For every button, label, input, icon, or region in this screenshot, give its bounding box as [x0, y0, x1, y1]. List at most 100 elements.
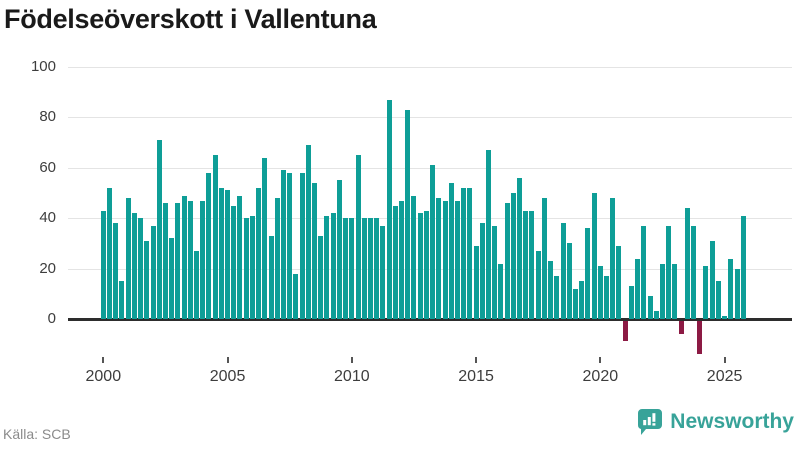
bar	[181, 195, 187, 319]
bar	[417, 213, 423, 319]
bar	[336, 180, 342, 319]
bar	[467, 187, 473, 319]
logo-bar-medium	[648, 417, 652, 426]
y-axis-label: 20	[39, 259, 56, 277]
bar	[107, 187, 112, 319]
bar	[187, 200, 193, 319]
y-axis-label: 60	[39, 158, 56, 176]
bar	[411, 195, 417, 319]
source-label: Källa: SCB	[3, 426, 71, 442]
bar	[399, 200, 405, 319]
logo-exclamation-stem	[652, 413, 656, 422]
gridline-y-40	[68, 218, 792, 220]
bar	[150, 225, 156, 319]
zero-axis-line	[68, 318, 792, 321]
bar	[100, 210, 106, 319]
bar	[193, 250, 199, 319]
bar	[355, 155, 361, 319]
bar	[678, 321, 684, 334]
logo-bar-small	[643, 420, 647, 426]
bar	[113, 223, 119, 319]
bar	[436, 198, 442, 319]
bar	[653, 311, 659, 319]
bar	[386, 99, 392, 319]
bar	[200, 200, 206, 319]
bar	[709, 240, 715, 319]
bar	[237, 195, 243, 319]
bar	[212, 155, 218, 319]
bar	[523, 210, 529, 319]
bar	[691, 225, 697, 319]
bar	[635, 258, 641, 319]
bar	[430, 165, 436, 319]
bar	[672, 263, 678, 319]
x-axis-label: 2015	[458, 368, 494, 385]
bar	[684, 208, 690, 319]
x-axis-label: 2010	[334, 368, 370, 385]
logo-exclamation-dot	[652, 423, 656, 426]
bar	[541, 198, 547, 319]
bar	[616, 245, 622, 319]
bar	[554, 276, 560, 319]
bar	[423, 210, 429, 319]
bar	[268, 235, 274, 319]
bar	[479, 223, 485, 319]
bar	[380, 225, 386, 319]
x-axis-tick	[226, 357, 229, 363]
y-axis-label: 0	[47, 310, 56, 327]
bar	[560, 223, 566, 319]
bar	[324, 215, 330, 319]
bar	[218, 187, 224, 319]
bar	[305, 145, 311, 319]
bar	[641, 225, 647, 319]
x-axis-label: 2000	[85, 368, 122, 385]
bar	[330, 213, 336, 319]
bar	[597, 266, 603, 319]
bar	[722, 316, 728, 319]
bar	[131, 213, 137, 319]
chart-title: Födelseöverskott i Vallentuna	[4, 4, 377, 34]
bar	[548, 261, 554, 319]
bar	[144, 240, 150, 319]
y-axis-label: 40	[39, 209, 56, 227]
bar	[504, 203, 510, 319]
bar	[349, 218, 355, 319]
gridline-y-20	[68, 268, 792, 270]
bar	[604, 276, 610, 319]
bar	[666, 225, 672, 319]
bar	[659, 263, 665, 319]
bar	[293, 273, 299, 319]
bar	[492, 225, 498, 319]
bar	[206, 172, 212, 319]
bar	[566, 243, 572, 319]
bar	[454, 200, 460, 319]
gridline-y-80	[68, 117, 792, 119]
bar	[405, 109, 411, 319]
bar	[280, 170, 286, 319]
bar	[125, 198, 131, 319]
bar	[367, 218, 373, 319]
bar	[256, 187, 262, 319]
newsworthy-logo-icon	[638, 409, 663, 435]
bar	[486, 150, 491, 319]
bar	[647, 296, 653, 319]
bar	[225, 190, 231, 319]
bar	[392, 205, 398, 319]
newsworthy-logo: Newsworthy	[637, 408, 794, 435]
bar	[498, 263, 504, 319]
bar	[162, 203, 168, 319]
bar	[510, 193, 516, 319]
x-axis-label: 2020	[582, 368, 619, 385]
bar	[740, 215, 746, 319]
bar	[361, 218, 367, 319]
bar	[231, 205, 237, 319]
bar	[529, 210, 535, 319]
x-axis-tick	[475, 357, 478, 363]
x-axis-tick	[599, 357, 602, 363]
x-axis-label: 2005	[209, 368, 246, 385]
bar	[249, 215, 255, 319]
bar	[442, 200, 448, 319]
bar	[572, 288, 578, 319]
bar	[175, 203, 181, 319]
bar	[274, 198, 280, 319]
